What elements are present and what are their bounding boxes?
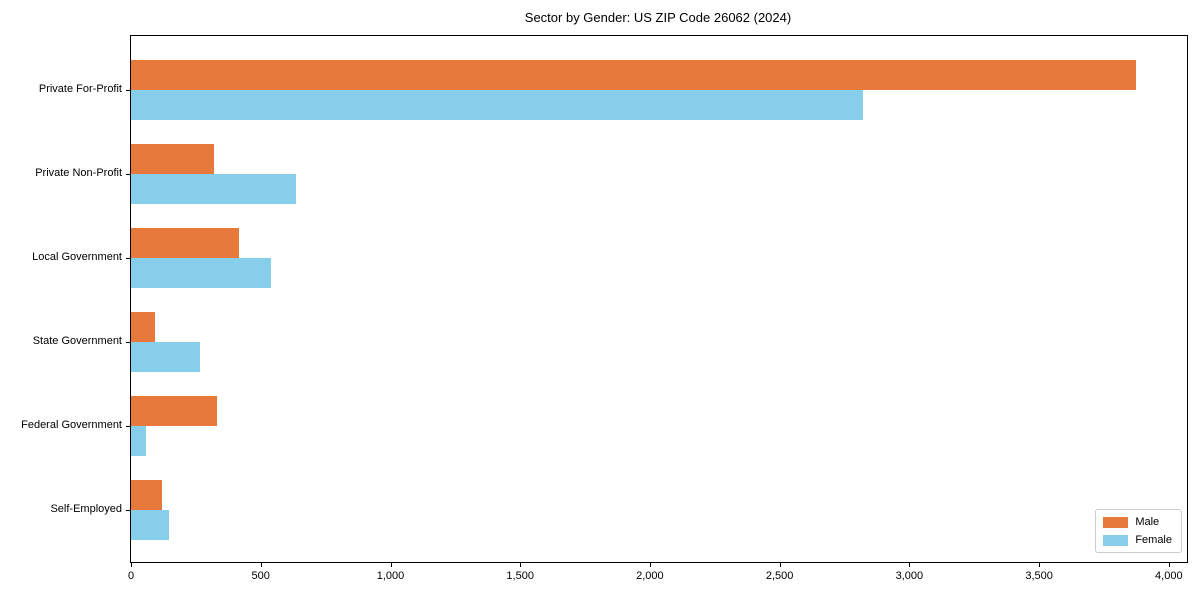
x-tick-label: 2,500 bbox=[765, 570, 794, 582]
bar-female-1 bbox=[131, 174, 296, 204]
x-tick-mark bbox=[649, 563, 651, 567]
y-tick-label: Self-Employed bbox=[50, 503, 122, 515]
legend-label-female: Female bbox=[1135, 534, 1172, 546]
y-tick-mark bbox=[126, 90, 130, 91]
x-tick-mark bbox=[390, 563, 392, 567]
x-tick-mark bbox=[1168, 563, 1170, 567]
y-tick-mark bbox=[126, 342, 130, 343]
x-tick-label: 1,500 bbox=[506, 570, 534, 582]
y-tick-mark bbox=[126, 174, 130, 175]
bar-male-5 bbox=[131, 480, 162, 510]
x-tick-mark bbox=[1039, 563, 1041, 567]
x-tick-mark bbox=[909, 563, 911, 567]
bar-female-3 bbox=[131, 342, 200, 372]
y-tick-label: Private Non-Profit bbox=[35, 167, 122, 179]
y-tick-label: State Government bbox=[32, 335, 122, 347]
plot-area: Private For-Profit Private Non-Profit Loca… bbox=[21, 35, 1188, 582]
bar-male-0 bbox=[131, 60, 1136, 90]
y-tick-label: Federal Government bbox=[21, 419, 122, 431]
bar-female-4 bbox=[131, 426, 146, 456]
legend-item-male: Male bbox=[1103, 516, 1172, 528]
bar-female-2 bbox=[131, 258, 272, 288]
y-tick-mark bbox=[126, 510, 130, 511]
y-tick-mark bbox=[126, 426, 130, 427]
x-tick-label: 3,000 bbox=[895, 570, 924, 582]
bar-female-5 bbox=[131, 510, 169, 540]
bar-male-1 bbox=[131, 144, 215, 174]
bar-male-2 bbox=[131, 228, 240, 258]
x-tick-label: 1,000 bbox=[376, 570, 405, 582]
x-tick-label: 0 bbox=[127, 570, 135, 582]
bar-female-0 bbox=[131, 90, 863, 120]
chart-title: Sector by Gender: US ZIP Code 26062 (202… bbox=[524, 10, 792, 25]
x-tick-label: 3,500 bbox=[1025, 570, 1053, 582]
bar-male-3 bbox=[131, 312, 156, 342]
x-tick-mark bbox=[520, 563, 522, 567]
x-tick-mark bbox=[779, 563, 781, 567]
x-tick-mark bbox=[131, 563, 132, 567]
x-tick-label: 2,000 bbox=[636, 570, 664, 582]
legend-swatch-male bbox=[1103, 516, 1129, 528]
bar-male-4 bbox=[131, 396, 217, 426]
y-tick-label: Private For-Profit bbox=[38, 83, 122, 95]
y-tick-mark bbox=[126, 258, 130, 259]
legend-item-female: Female bbox=[1103, 534, 1172, 546]
y-tick-label: Local Government bbox=[32, 251, 122, 263]
legend-label-male: Male bbox=[1135, 516, 1160, 528]
legend-swatch-female bbox=[1103, 534, 1129, 546]
x-tick-label: 4,000 bbox=[1155, 570, 1183, 582]
legend: Male Female bbox=[1095, 509, 1182, 553]
x-tick-label: 500 bbox=[251, 570, 270, 582]
x-tick-mark bbox=[260, 563, 262, 567]
